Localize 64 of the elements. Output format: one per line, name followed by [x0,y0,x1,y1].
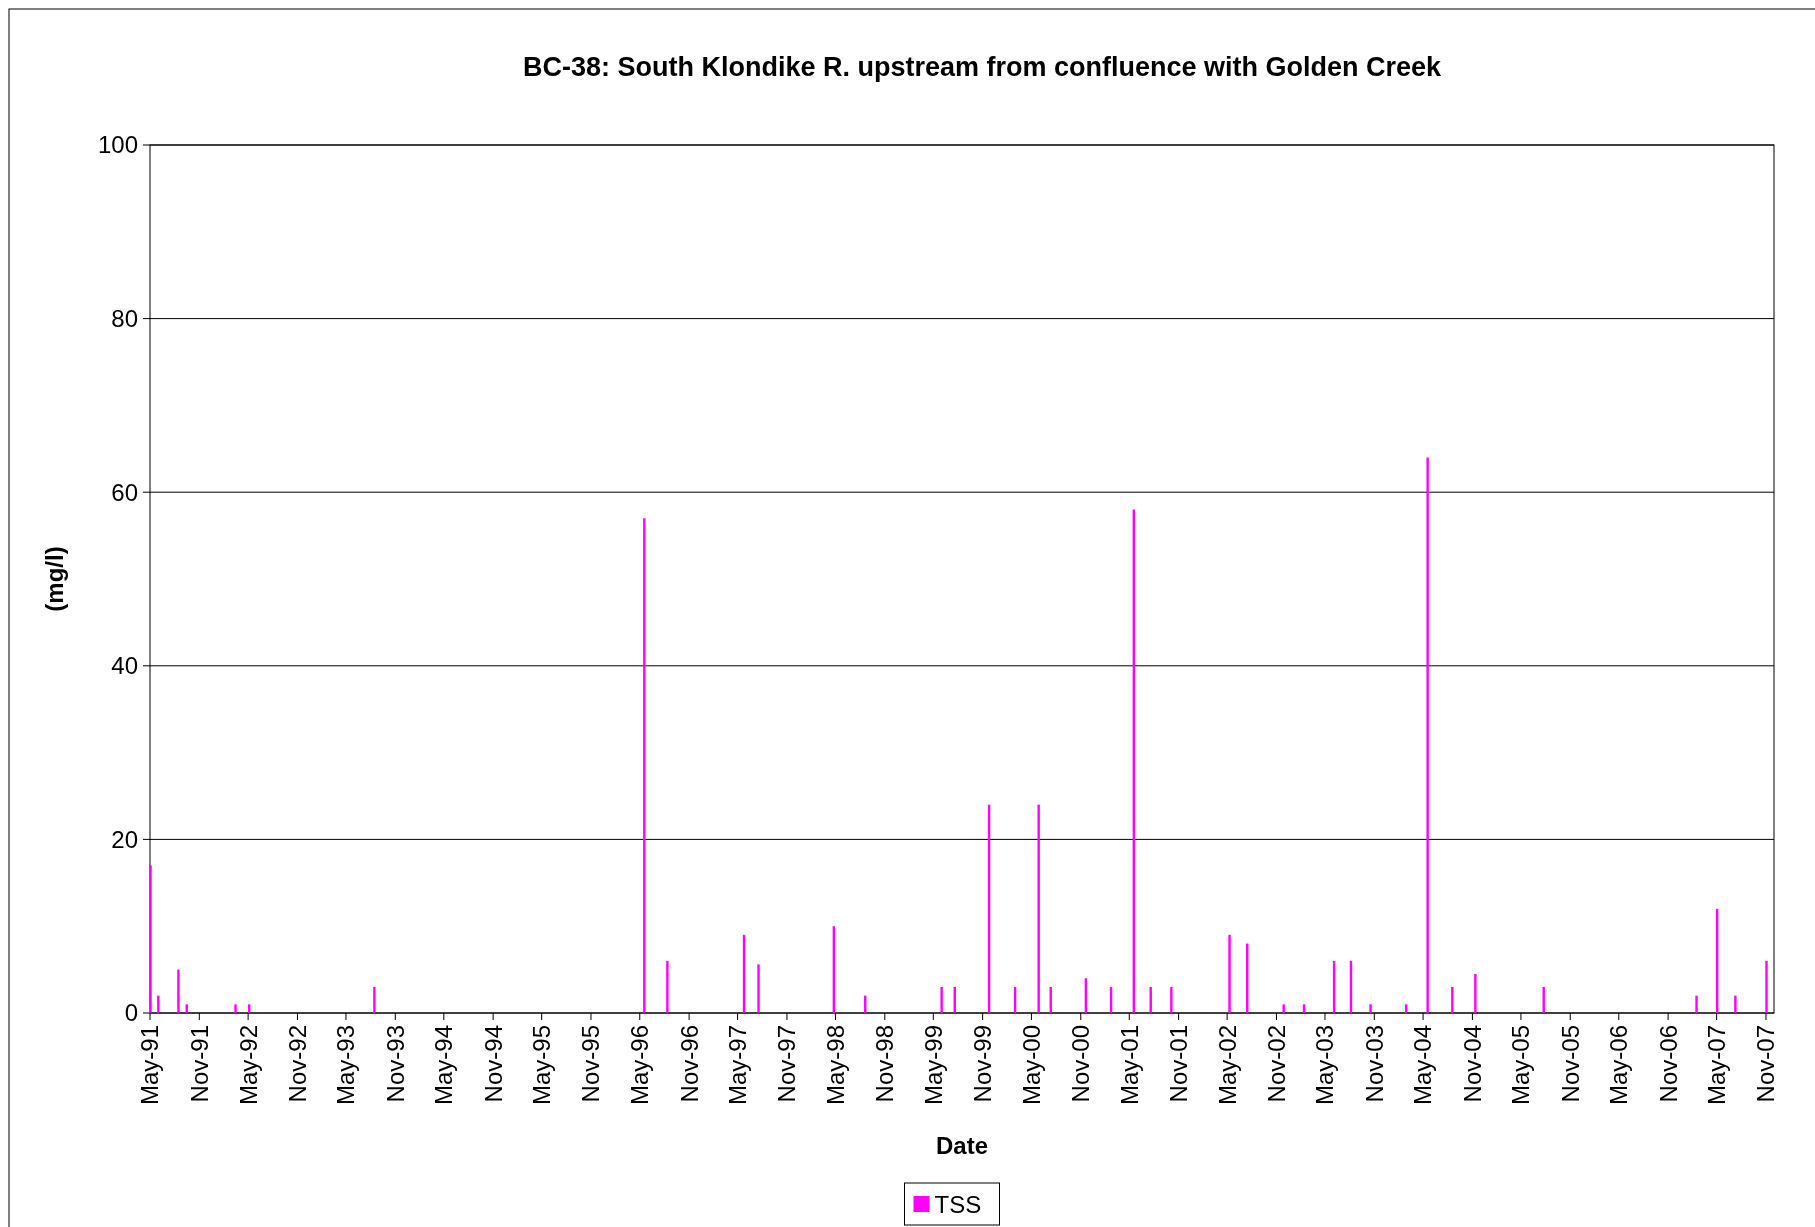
y-tick-label: 40 [111,652,138,680]
bar [177,969,180,1013]
x-tick-label: Nov-00 [1067,1025,1095,1103]
bar [1228,934,1231,1013]
x-tick-label: Nov-05 [1556,1025,1584,1103]
y-tick-label: 20 [111,825,138,853]
bar [1474,973,1477,1013]
bar [149,865,152,1013]
x-tick-label: May-04 [1409,1025,1437,1106]
x-tick-label: Nov-04 [1458,1025,1486,1103]
x-tick-label: Nov-91 [185,1025,213,1103]
x-tick-label: May-06 [1605,1025,1633,1106]
y-axis-title: (mg/l) [41,546,68,612]
x-tick-label: May-96 [626,1025,654,1106]
bar [1451,986,1454,1013]
x-tick-label: May-03 [1311,1025,1339,1106]
bar [1426,457,1429,1013]
x-tick-label: Nov-07 [1752,1025,1780,1103]
x-tick-label: May-93 [332,1025,360,1106]
y-tick-label: 0 [124,999,138,1027]
bar [643,518,646,1013]
legend-label: TSS [934,1191,982,1219]
x-tick-label: Nov-96 [675,1025,703,1103]
x-tick-label: May-01 [1115,1025,1143,1106]
bar [1695,995,1698,1013]
bar [1170,986,1173,1013]
bar [1037,804,1040,1013]
bar [940,986,943,1013]
x-tick-label: Nov-97 [773,1025,801,1103]
chart-title: BC-38: South Klondike R. upstream from confluence with Golden Creek [522,52,1443,82]
x-tick-label: Nov-94 [479,1025,507,1103]
x-tick-label: Nov-01 [1165,1025,1192,1103]
x-tick-label: May-02 [1213,1025,1241,1106]
bar [1734,995,1737,1013]
bar [1369,1004,1372,1013]
bar [157,995,160,1013]
x-axis-title: Date [935,1132,989,1159]
bar [757,964,760,1013]
x-tick-label: Nov-93 [381,1025,409,1103]
x-tick-label: Nov-03 [1360,1025,1388,1103]
y-tick-label: 60 [111,478,138,506]
x-tick-label: Nov-06 [1654,1025,1682,1103]
x-tick-label: Nov-98 [871,1025,899,1103]
bar [1282,1004,1285,1013]
x-tick-label: May-91 [136,1025,164,1106]
x-tick-label: Nov-92 [283,1025,311,1103]
x-tick-label: May-95 [528,1025,556,1106]
bar [373,986,376,1013]
y-tick-label: 80 [111,305,138,332]
x-tick-label: May-07 [1703,1025,1731,1106]
y-tick-label: 100 [97,131,138,159]
x-tick-label: May-98 [821,1025,849,1106]
x-tick-label: May-05 [1507,1025,1535,1106]
bar [666,960,669,1013]
x-tick-label: May-94 [430,1025,458,1106]
bar [1765,960,1768,1013]
x-tick-label: May-00 [1017,1025,1045,1106]
x-tick-label: Nov-99 [969,1025,997,1103]
x-tick-label: May-97 [724,1025,752,1106]
x-tick-label: May-99 [919,1025,947,1106]
x-tick-label: May-92 [234,1025,262,1106]
x-tick-label: Nov-95 [577,1025,605,1103]
x-tick-label: Nov-02 [1262,1025,1290,1103]
bar [234,1004,237,1013]
